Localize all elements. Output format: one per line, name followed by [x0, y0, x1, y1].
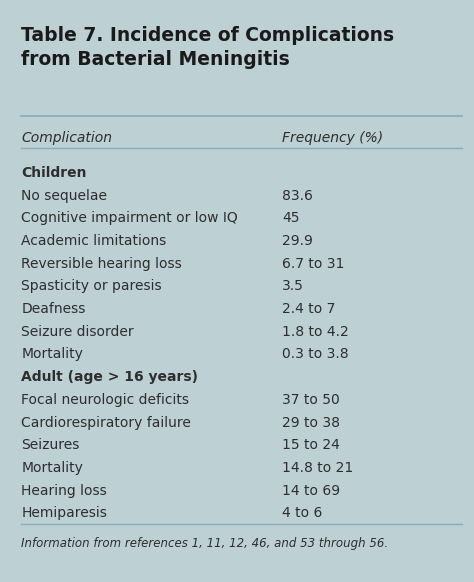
Text: Deafness: Deafness — [21, 302, 86, 316]
Text: 4 to 6: 4 to 6 — [282, 506, 322, 520]
Text: 14 to 69: 14 to 69 — [282, 484, 340, 498]
Text: Frequency (%): Frequency (%) — [282, 131, 383, 145]
Text: 15 to 24: 15 to 24 — [282, 438, 340, 452]
Text: 2.4 to 7: 2.4 to 7 — [282, 302, 336, 316]
Text: Spasticity or paresis: Spasticity or paresis — [21, 279, 162, 293]
Text: 1.8 to 4.2: 1.8 to 4.2 — [282, 325, 349, 339]
Text: 0.3 to 3.8: 0.3 to 3.8 — [282, 347, 349, 361]
Text: 3.5: 3.5 — [282, 279, 304, 293]
Text: Adult (age > 16 years): Adult (age > 16 years) — [21, 370, 198, 384]
Text: Seizure disorder: Seizure disorder — [21, 325, 134, 339]
Text: 6.7 to 31: 6.7 to 31 — [282, 257, 345, 271]
Text: Seizures: Seizures — [21, 438, 80, 452]
Text: Children: Children — [21, 166, 87, 180]
Text: Information from references 1, 11, 12, 46, and 53 through 56.: Information from references 1, 11, 12, 4… — [21, 537, 389, 550]
Text: 29 to 38: 29 to 38 — [282, 416, 340, 430]
Text: No sequelae: No sequelae — [21, 189, 107, 203]
Text: Cardiorespiratory failure: Cardiorespiratory failure — [21, 416, 191, 430]
Text: Hearing loss: Hearing loss — [21, 484, 107, 498]
Text: Reversible hearing loss: Reversible hearing loss — [21, 257, 182, 271]
Text: Complication: Complication — [21, 131, 112, 145]
Text: 83.6: 83.6 — [282, 189, 313, 203]
Text: Mortality: Mortality — [21, 347, 83, 361]
Text: Cognitive impairment or low IQ: Cognitive impairment or low IQ — [21, 211, 238, 225]
Text: Focal neurologic deficits: Focal neurologic deficits — [21, 393, 189, 407]
Text: 45: 45 — [282, 211, 300, 225]
Text: Hemiparesis: Hemiparesis — [21, 506, 107, 520]
Text: Mortality: Mortality — [21, 461, 83, 475]
Text: Table 7. Incidence of Complications
from Bacterial Meningitis: Table 7. Incidence of Complications from… — [21, 26, 394, 69]
Text: 37 to 50: 37 to 50 — [282, 393, 340, 407]
Text: Academic limitations: Academic limitations — [21, 234, 166, 248]
Text: 14.8 to 21: 14.8 to 21 — [282, 461, 353, 475]
Text: 29.9: 29.9 — [282, 234, 313, 248]
